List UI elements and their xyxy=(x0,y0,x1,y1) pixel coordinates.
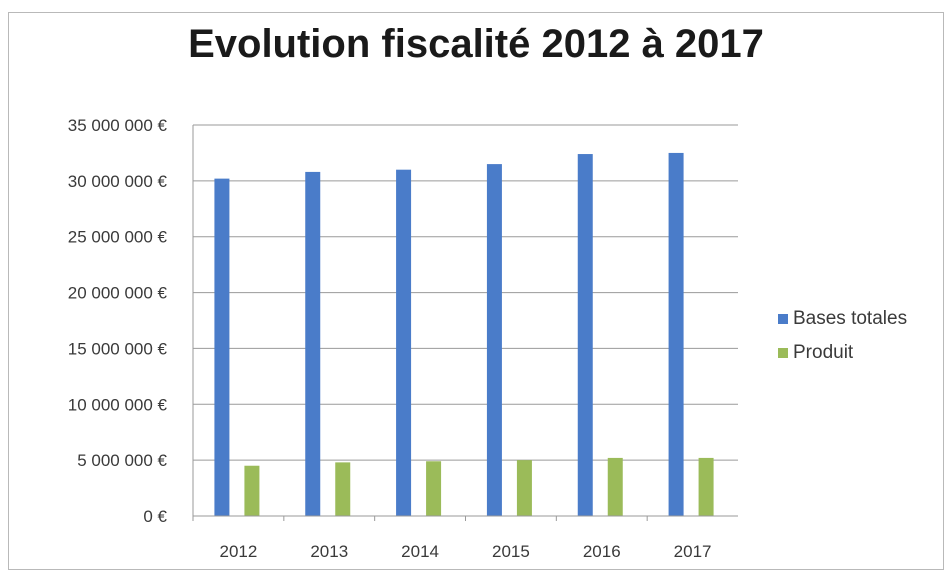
gridlines xyxy=(193,124,738,461)
bar-bases-totales-2012 xyxy=(214,178,230,516)
y-tick-label: 5 000 000 € xyxy=(77,451,167,470)
y-tick-label: 20 000 000 € xyxy=(68,284,168,303)
x-tick-label: 2012 xyxy=(220,542,258,561)
legend-label-produit: Produit xyxy=(793,342,854,363)
bar-bases-totales-2017 xyxy=(668,152,684,516)
y-tick-label: 15 000 000 € xyxy=(68,339,168,358)
x-tick-label: 2013 xyxy=(310,542,348,561)
chart-frame xyxy=(8,12,944,570)
bar-produit-2014 xyxy=(426,461,442,516)
legend: Bases totales Produit xyxy=(778,302,907,370)
legend-swatch-bases xyxy=(778,314,788,324)
legend-item-produit: Produit xyxy=(778,336,907,370)
x-tick-label: 2014 xyxy=(401,542,439,561)
bar-bases-totales-2014 xyxy=(396,169,412,516)
legend-label-bases: Bases totales xyxy=(793,308,908,329)
x-tick-label: 2015 xyxy=(492,542,530,561)
bar-bases-totales-2015 xyxy=(486,164,502,516)
y-tick-label: 30 000 000 € xyxy=(68,172,168,191)
chart-title: Evolution fiscalité 2012 à 2017 xyxy=(188,22,764,66)
bar-produit-2015 xyxy=(516,460,532,516)
x-tick-label: 2017 xyxy=(674,542,712,561)
bar-produit-2016 xyxy=(607,457,623,516)
y-axis: 0 € 5 000 000 € 10 000 000 € 15 000 000 € 20… xyxy=(68,116,194,526)
legend-item-bases: Bases totales xyxy=(778,302,907,336)
legend-swatch-produit xyxy=(778,348,788,358)
y-tick-label: 25 000 000 € xyxy=(68,228,168,247)
y-tick-label: 0 € xyxy=(143,507,167,526)
x-axis: 2012 2013 2014 2015 2016 2017 xyxy=(192,515,738,561)
bar-produit-2013 xyxy=(335,462,351,516)
y-tick-label: 10 000 000 € xyxy=(68,395,168,414)
bar-bases-totales-2016 xyxy=(577,154,593,516)
bar-produit-2012 xyxy=(244,465,260,516)
bar-bases-totales-2013 xyxy=(305,171,321,517)
bars xyxy=(214,152,714,517)
bar-produit-2017 xyxy=(698,457,714,516)
x-tick-label: 2016 xyxy=(583,542,621,561)
y-tick-label: 35 000 000 € xyxy=(68,116,168,135)
